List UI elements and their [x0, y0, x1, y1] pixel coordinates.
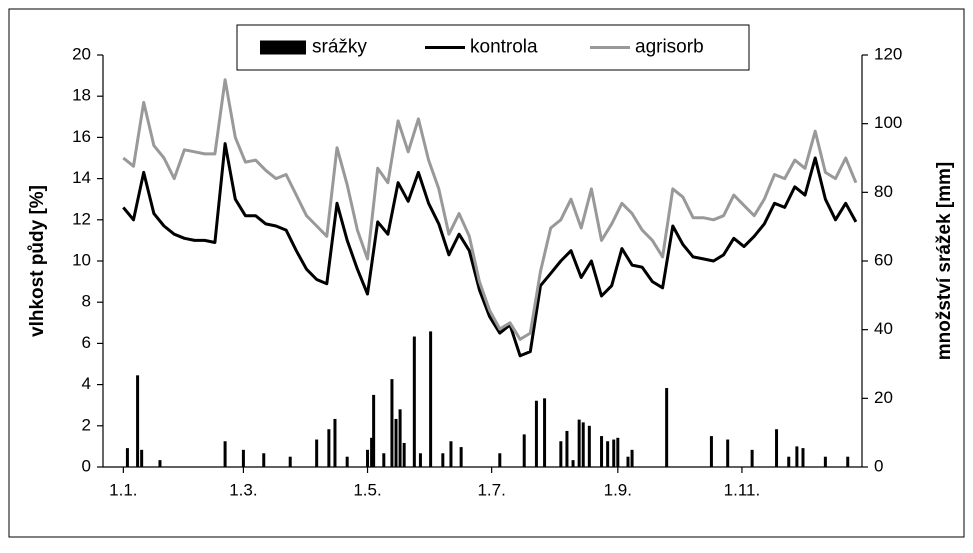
precipitation-bar — [726, 439, 730, 467]
precipitation-bar — [795, 446, 799, 467]
y2-tick-label: 20 — [874, 388, 893, 407]
y2-tick-label: 100 — [874, 113, 902, 132]
precipitation-bar — [327, 429, 331, 467]
x-tick-label: 1.7. — [477, 480, 505, 499]
precipitation-bar — [390, 379, 394, 467]
y-tick-label: 20 — [72, 44, 91, 63]
precipitation-bar — [750, 449, 754, 467]
precipitation-bar — [559, 441, 563, 467]
precipitation-bar — [382, 453, 386, 467]
legend-swatch — [260, 40, 306, 55]
y2-tick-label: 80 — [874, 182, 893, 201]
chart-border — [8, 8, 965, 538]
precipitation-bar — [606, 441, 610, 467]
precipitation-bar — [587, 425, 591, 467]
precipitation-bar — [534, 400, 538, 467]
precipitation-bar — [449, 441, 453, 467]
precipitation-bar — [522, 434, 526, 467]
precipitation-bar — [125, 448, 129, 467]
legend-label: srážky — [312, 37, 367, 58]
precipitation-bar — [412, 336, 416, 467]
precipitation-bar — [366, 449, 370, 467]
y-tick-label: 16 — [72, 127, 91, 146]
precipitation-bar — [543, 398, 547, 467]
precipitation-bar — [262, 453, 266, 467]
precipitation-bar — [665, 388, 669, 467]
precipitation-bar — [823, 456, 827, 467]
y2-tick-label: 120 — [874, 44, 902, 63]
precipitation-bar — [345, 456, 349, 467]
legend-label: agrisorb — [635, 37, 704, 58]
precipitation-bar — [600, 436, 604, 467]
precipitation-bar — [372, 394, 376, 467]
y2-tick-label: 60 — [874, 250, 893, 269]
precipitation-bar — [398, 409, 402, 467]
y-tick-label: 12 — [72, 209, 91, 228]
precipitation-bar — [616, 437, 620, 467]
precipitation-bar — [158, 460, 162, 467]
precipitation-bar — [333, 418, 337, 467]
precipitation-bar — [775, 429, 779, 467]
precipitation-bar — [577, 419, 581, 467]
precipitation-bar — [709, 436, 713, 467]
x-tick-label: 1.11. — [724, 480, 761, 499]
precipitation-bar — [630, 449, 634, 467]
precipitation-bar — [136, 375, 140, 467]
y-tick-label: 6 — [82, 333, 91, 352]
x-tick-label: 1.9. — [604, 480, 632, 499]
line-kontrola — [122, 142, 858, 358]
y2-tick-label: 0 — [874, 456, 883, 475]
legend-label: kontrola — [470, 37, 538, 58]
precipitation-bar — [223, 441, 227, 467]
y-tick-label: 10 — [72, 250, 91, 269]
legend-box — [236, 24, 750, 71]
line-agrisorb — [122, 78, 858, 341]
y-tick-label: 2 — [82, 415, 91, 434]
y2-tick-label: 40 — [874, 319, 893, 338]
x-tick-label: 1.3. — [229, 480, 257, 499]
precipitation-bar — [418, 453, 422, 467]
precipitation-bar — [459, 447, 463, 467]
precipitation-bar — [441, 453, 445, 467]
precipitation-bar — [565, 430, 569, 467]
precipitation-bar — [288, 456, 292, 467]
precipitation-bar — [801, 448, 805, 467]
precipitation-bar — [370, 437, 374, 467]
y-tick-label: 4 — [82, 374, 91, 393]
y-tick-label: 14 — [72, 168, 91, 187]
y-tick-label: 8 — [82, 292, 91, 311]
precipitation-bar — [402, 442, 406, 467]
precipitation-bar — [581, 422, 585, 467]
precipitation-bar — [140, 449, 144, 467]
precipitation-bar — [612, 439, 616, 467]
x-tick-label: 1.5. — [353, 480, 381, 499]
precipitation-bar — [846, 456, 850, 467]
y-axis-label: vlhkost půdy [%] — [27, 185, 48, 337]
precipitation-bar — [315, 439, 319, 467]
precipitation-bar — [626, 456, 630, 467]
precipitation-bar — [241, 449, 245, 467]
y-tick-label: 0 — [82, 456, 91, 475]
precipitation-bar — [429, 331, 433, 467]
precipitation-bar — [787, 456, 791, 467]
precipitation-bar — [571, 460, 575, 467]
precipitation-bar — [498, 453, 502, 467]
y-tick-label: 18 — [72, 86, 91, 105]
x-tick-label: 1.1. — [109, 480, 137, 499]
y2-axis-label: množství srážek [mm] — [934, 162, 955, 361]
precipitation-bar — [394, 418, 398, 467]
